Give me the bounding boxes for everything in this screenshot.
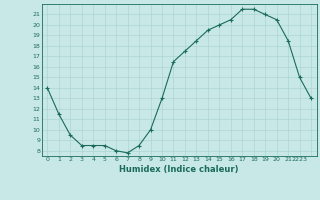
X-axis label: Humidex (Indice chaleur): Humidex (Indice chaleur) (119, 165, 239, 174)
